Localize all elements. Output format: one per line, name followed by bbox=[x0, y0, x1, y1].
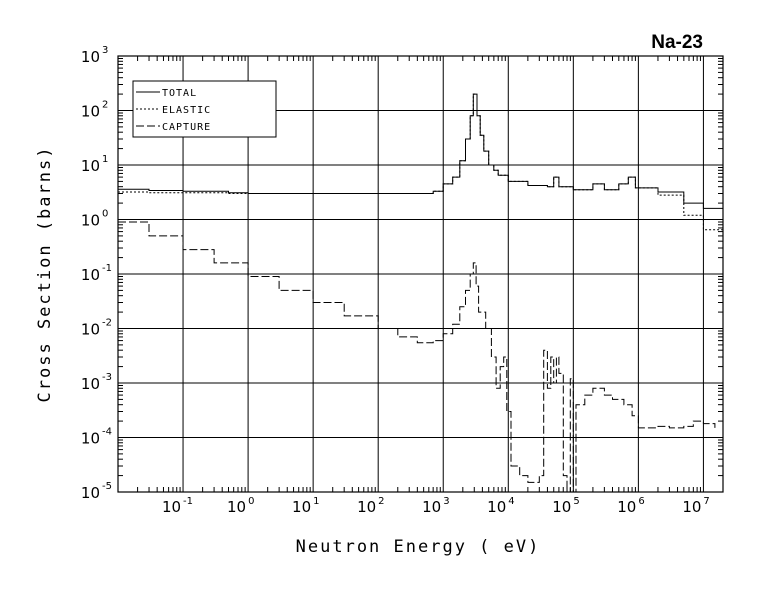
x-tick-label: 10 bbox=[357, 498, 376, 516]
x-tick-label: 10 bbox=[682, 498, 701, 516]
y-tick-exponent: -2 bbox=[102, 318, 112, 329]
series-layer bbox=[118, 93, 724, 493]
series-line-elastic bbox=[118, 93, 724, 231]
tick-labels: 10 -510 -410 -310 -210 -110 010 110 210 310 -1 10 0 1… bbox=[81, 45, 723, 516]
y-tick-exponent: 2 bbox=[102, 100, 108, 111]
x-tick-label: 10 bbox=[617, 498, 636, 516]
legend-label-total: TOTAL bbox=[162, 88, 197, 99]
y-tick-label: 10 bbox=[81, 321, 100, 339]
y-tick-exponent: -5 bbox=[102, 481, 112, 492]
x-axis-title: Neutron Energy ( eV) bbox=[296, 537, 541, 557]
y-tick-label: 10 bbox=[81, 375, 100, 393]
x-tick-label: 10 bbox=[422, 498, 441, 516]
x-tick-label: 10 bbox=[227, 498, 246, 516]
legend-label-elastic: ELASTIC bbox=[162, 105, 211, 116]
series-line-capture bbox=[118, 221, 716, 493]
y-tick-label: 10 bbox=[81, 484, 100, 502]
x-tick-exponent: 1 bbox=[313, 496, 319, 507]
y-tick-exponent: 3 bbox=[102, 45, 108, 56]
x-tick-label: 10 bbox=[292, 498, 311, 516]
x-tick-exponent: 0 bbox=[248, 496, 254, 507]
x-tick-exponent: 7 bbox=[703, 496, 709, 507]
x-tick-exponent: 5 bbox=[573, 496, 579, 507]
legend-label-capture: CAPTURE bbox=[162, 122, 211, 133]
x-tick-exponent: 2 bbox=[378, 496, 384, 507]
y-axis-title: Cross Section (barns) bbox=[35, 146, 55, 403]
y-tick-exponent: -1 bbox=[102, 263, 112, 274]
y-tick-exponent: -4 bbox=[102, 427, 112, 438]
y-tick-exponent: 1 bbox=[102, 154, 108, 165]
x-tick-exponent: 3 bbox=[443, 496, 449, 507]
chart-title: Na-23 bbox=[651, 32, 703, 53]
y-tick-exponent: -3 bbox=[102, 372, 112, 383]
y-tick-label: 10 bbox=[81, 48, 100, 66]
x-tick-label: 10 bbox=[552, 498, 571, 516]
x-tick-label: 10 bbox=[162, 498, 181, 516]
y-tick-exponent: 0 bbox=[102, 209, 108, 220]
x-tick-exponent: -1 bbox=[183, 496, 193, 507]
y-tick-label: 10 bbox=[81, 266, 100, 284]
plot-frame bbox=[117, 55, 724, 493]
legend: TOTAL ELASTIC CAPTURE bbox=[132, 80, 277, 138]
y-tick-label: 10 bbox=[81, 430, 100, 448]
y-tick-label: 10 bbox=[81, 212, 100, 230]
x-tick-label: 10 bbox=[487, 498, 506, 516]
x-tick-exponent: 6 bbox=[638, 496, 644, 507]
y-tick-label: 10 bbox=[81, 103, 100, 121]
x-tick-exponent: 4 bbox=[508, 496, 514, 507]
y-tick-label: 10 bbox=[81, 157, 100, 175]
